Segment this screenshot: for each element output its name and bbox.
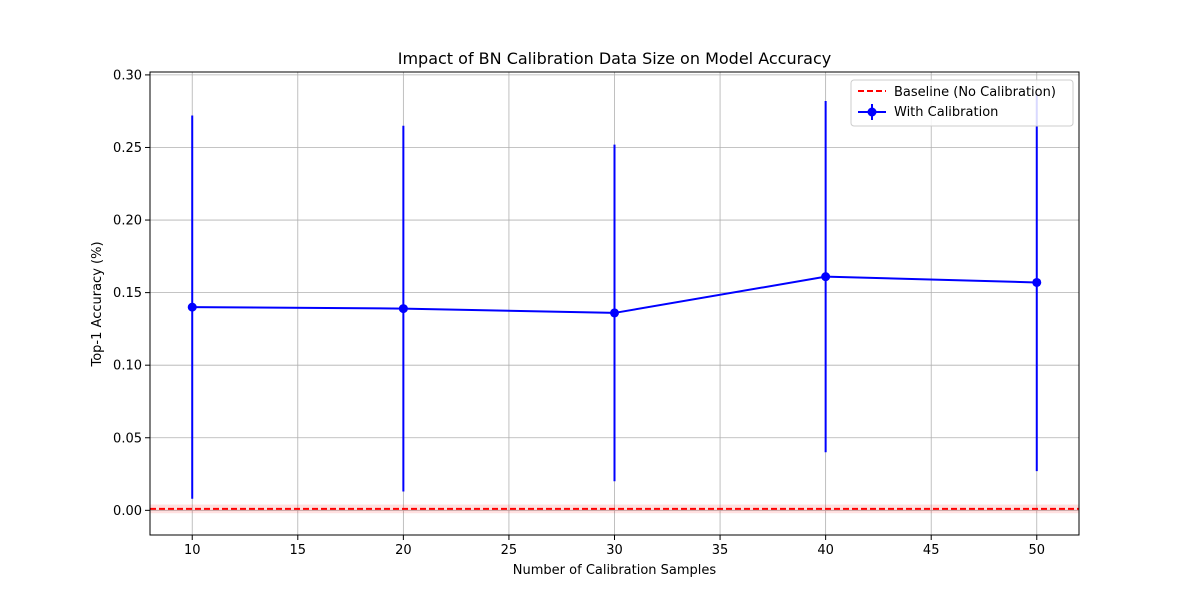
x-tick-label: 20	[395, 543, 412, 558]
x-tick-label: 10	[184, 543, 201, 558]
x-tick-label: 15	[290, 543, 307, 558]
legend-series-label: With Calibration	[894, 105, 998, 120]
y-tick-label: 0.00	[113, 504, 142, 519]
x-tick-label: 30	[606, 543, 623, 558]
data-point	[1032, 277, 1042, 287]
y-axis-title: Top-1 Accuracy (%)	[90, 241, 105, 367]
data-point	[610, 308, 619, 318]
legend-baseline-label: Baseline (No Calibration)	[894, 85, 1056, 100]
x-tick-label: 35	[712, 543, 729, 558]
data-point	[398, 304, 408, 314]
x-tick-label: 25	[501, 543, 518, 558]
y-tick-label: 0.30	[113, 68, 142, 83]
data-point	[821, 272, 831, 282]
y-tick-label: 0.10	[113, 359, 142, 374]
legend: Baseline (No Calibration) With Calibrati…	[850, 79, 1074, 127]
x-tick-label: 40	[817, 543, 834, 558]
y-tick-label: 0.15	[113, 286, 142, 301]
legend-series-marker	[867, 107, 877, 117]
y-tick-label: 0.20	[113, 214, 142, 229]
y-tick-label: 0.25	[113, 141, 142, 156]
data-point	[187, 302, 197, 312]
chart-title: Impact of BN Calibration Data Size on Mo…	[398, 49, 832, 68]
x-tick-label: 45	[923, 543, 940, 558]
x-tick-label: 50	[1028, 543, 1045, 558]
legend-frame	[850, 79, 1074, 127]
plot-area: 10 15 20 25 30 35 40 45 50 0.00 0.05 0.10 0.15 0.20 0.…	[113, 68, 1080, 558]
y-tick-label: 0.05	[113, 431, 142, 446]
x-axis-title: Number of Calibration Samples	[513, 563, 717, 578]
